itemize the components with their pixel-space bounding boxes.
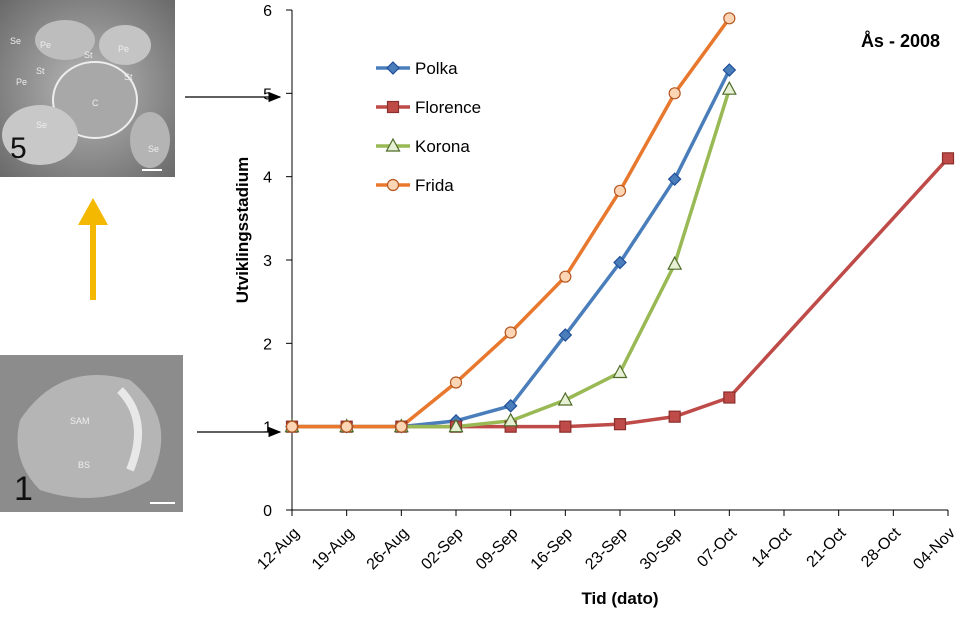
x-tick-label: 23-Sep bbox=[582, 525, 631, 574]
legend-label: Korona bbox=[415, 137, 470, 156]
micrograph-label: 5 bbox=[10, 132, 27, 165]
marker bbox=[504, 326, 517, 339]
chart-title: Ås - 2008 bbox=[861, 31, 940, 51]
y-tick-label: 6 bbox=[263, 3, 272, 20]
marker bbox=[503, 412, 519, 427]
legend-label: Florence bbox=[415, 98, 481, 117]
x-tick-label: 07-Oct bbox=[694, 524, 740, 570]
x-tick-label: 04-Nov bbox=[910, 525, 958, 573]
legend-label: Frida bbox=[415, 176, 454, 195]
legend-label: Polka bbox=[415, 59, 458, 78]
y-tick-label: 3 bbox=[263, 253, 272, 270]
marker bbox=[503, 398, 518, 413]
legend-marker bbox=[386, 100, 400, 114]
marker bbox=[667, 255, 683, 270]
marker bbox=[668, 87, 681, 100]
series-line bbox=[292, 17, 731, 429]
x-tick-label: 14-Oct bbox=[749, 524, 795, 570]
progress-arrow-head bbox=[78, 198, 108, 225]
marker bbox=[721, 80, 737, 95]
marker bbox=[723, 391, 736, 404]
y-tick-label: 0 bbox=[263, 503, 272, 520]
marker bbox=[285, 420, 299, 433]
marker bbox=[667, 172, 682, 187]
y-axis-label: Utviklingsstadium bbox=[233, 157, 252, 303]
marker bbox=[559, 420, 572, 433]
x-tick-label: 02-Sep bbox=[418, 525, 467, 574]
x-tick-label: 09-Sep bbox=[473, 525, 522, 574]
legend-marker bbox=[386, 178, 400, 192]
y-tick-label: 2 bbox=[263, 336, 272, 353]
marker bbox=[559, 270, 572, 283]
x-tick-label: 16-Sep bbox=[528, 525, 577, 574]
micrograph-annotation: Se bbox=[36, 120, 47, 130]
marker bbox=[395, 420, 408, 433]
marker bbox=[612, 364, 628, 379]
y-tick-label: 4 bbox=[263, 170, 272, 187]
y-tick-label: 1 bbox=[263, 420, 272, 437]
series-line bbox=[292, 157, 950, 429]
micrograph-annotation: BS bbox=[78, 460, 90, 470]
x-tick-label: 28-Oct bbox=[858, 524, 904, 570]
micrograph-annotation: Pe bbox=[16, 77, 27, 87]
x-tick-label: 21-Oct bbox=[804, 524, 850, 570]
marker bbox=[448, 418, 464, 433]
series-line bbox=[292, 69, 731, 429]
micrograph-bottom: 1 bbox=[0, 355, 183, 512]
micrograph-annotation: Se bbox=[148, 144, 159, 154]
marker bbox=[668, 410, 681, 423]
legend-marker bbox=[386, 61, 400, 75]
x-tick-label: 26-Aug bbox=[364, 525, 413, 574]
marker bbox=[613, 418, 627, 431]
micrograph-annotation: St bbox=[84, 50, 93, 60]
x-axis-label: Tid (dato) bbox=[581, 589, 658, 608]
micrograph-annotation: St bbox=[124, 72, 133, 82]
marker bbox=[557, 391, 573, 406]
marker bbox=[558, 328, 573, 342]
micrograph-annotation: Pe bbox=[118, 44, 129, 54]
x-tick-label: 12-Aug bbox=[254, 525, 303, 574]
marker bbox=[613, 255, 627, 270]
y-tick-label: 5 bbox=[263, 86, 272, 103]
series-line bbox=[292, 88, 732, 429]
micrograph-annotation: St bbox=[36, 66, 45, 76]
micrograph-top: 5 bbox=[0, 0, 175, 177]
micrograph-annotation: Pe bbox=[40, 40, 51, 50]
micrograph-annotation: Se bbox=[10, 36, 21, 46]
x-tick-label: 19-Aug bbox=[309, 525, 358, 574]
x-tick-label: 30-Sep bbox=[637, 525, 686, 574]
marker bbox=[722, 63, 737, 77]
micrograph-annotation: SAM bbox=[70, 416, 90, 426]
marker bbox=[340, 420, 353, 433]
marker bbox=[941, 152, 955, 165]
marker bbox=[613, 184, 627, 197]
micrograph-annotation: C bbox=[92, 98, 99, 108]
legend-marker bbox=[385, 137, 401, 152]
marker bbox=[723, 12, 736, 25]
micrograph-label: 1 bbox=[14, 470, 33, 508]
marker bbox=[449, 376, 463, 389]
